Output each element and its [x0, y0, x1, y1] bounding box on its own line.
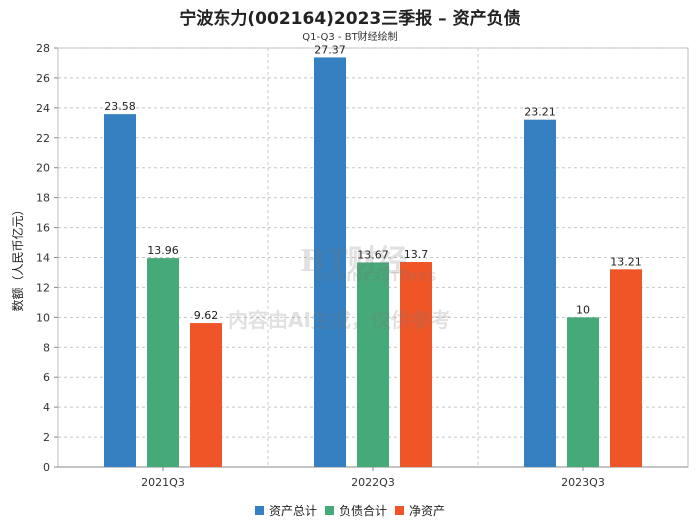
legend-swatch — [254, 506, 264, 515]
y-tick-label: 6 — [43, 371, 50, 384]
bar — [190, 323, 222, 467]
legend-swatch — [395, 506, 404, 515]
legend-item: 净资产 — [395, 502, 445, 519]
y-tick-label: 24 — [36, 102, 50, 115]
data-label: 10 — [576, 303, 590, 316]
y-tick-label: 26 — [36, 72, 50, 85]
y-tick-label: 14 — [36, 252, 50, 265]
legend-item: 资产总计 — [254, 502, 317, 519]
y-tick-label: 16 — [36, 222, 50, 235]
legend-label: 资产总计 — [268, 504, 317, 518]
bar — [314, 57, 346, 468]
y-tick-label: 10 — [36, 311, 50, 324]
legend: 资产总计 负债合计 净资产 — [0, 502, 700, 519]
y-tick-label: 12 — [36, 281, 50, 294]
y-tick-label: 28 — [36, 42, 50, 55]
x-tick-label: 2023Q3 — [561, 476, 605, 489]
bar — [357, 262, 389, 467]
legend-label: 负债合计 — [338, 504, 387, 518]
chart-title: 宁波东力(002164)2023三季报 – 资产负债 — [179, 9, 521, 29]
y-tick-label: 2 — [43, 431, 50, 444]
watermark-brand-sub: BUSINESSTIMES — [316, 270, 438, 284]
bar — [610, 269, 642, 467]
watermark-brand: BT财经 — [300, 244, 408, 279]
bar — [567, 317, 599, 467]
bar — [104, 114, 136, 467]
y-tick-label: 22 — [36, 132, 50, 145]
data-label: 13.67 — [357, 248, 389, 261]
legend-swatch — [324, 506, 334, 515]
bar — [147, 258, 179, 467]
data-label: 23.21 — [524, 106, 556, 119]
y-tick-label: 0 — [43, 461, 50, 474]
legend-item: 负债合计 — [324, 502, 387, 519]
x-tick-label: 2021Q3 — [141, 476, 185, 489]
bar — [400, 261, 432, 467]
chart-subtitle: Q1-Q3 - BT财经绘制 — [302, 32, 398, 43]
data-label: 13.21 — [610, 255, 642, 268]
data-label: 9.62 — [194, 309, 219, 322]
y-tick-label: 18 — [36, 192, 50, 205]
legend-label: 净资产 — [409, 504, 446, 518]
y-axis-label: 数额（人民币亿元） — [10, 203, 25, 311]
data-label: 13.96 — [147, 244, 179, 257]
watermark-notice: 内容由AI生成，仅供参考 — [228, 308, 451, 332]
y-tick-label: 20 — [36, 162, 50, 175]
y-tick-label: 4 — [43, 401, 50, 414]
x-tick-label: 2022Q3 — [351, 476, 395, 489]
bar — [524, 119, 556, 468]
data-label: 23.58 — [104, 100, 136, 113]
data-label: 27.37 — [314, 43, 346, 56]
data-label: 13.7 — [404, 248, 429, 261]
y-tick-label: 8 — [43, 341, 50, 354]
